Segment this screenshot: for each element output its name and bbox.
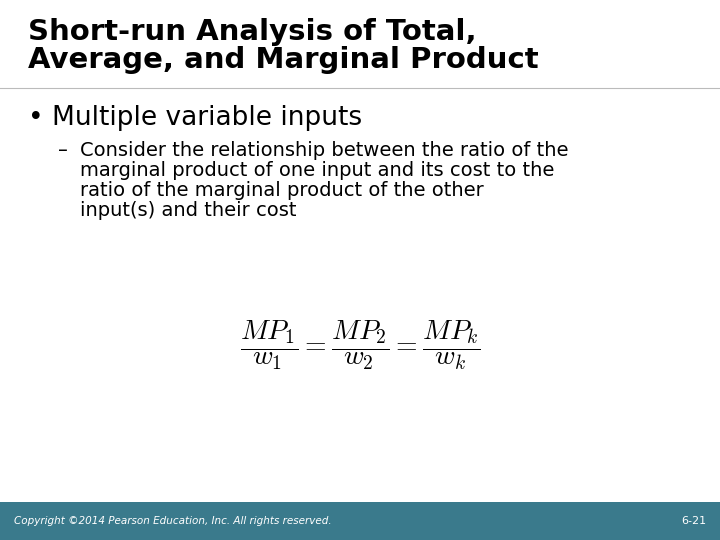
Text: 6-21: 6-21 [681, 516, 706, 526]
Text: •: • [28, 105, 44, 131]
Text: Multiple variable inputs: Multiple variable inputs [52, 105, 362, 131]
Text: marginal product of one input and its cost to the: marginal product of one input and its co… [80, 161, 554, 180]
Text: Copyright ©2014 Pearson Education, Inc. All rights reserved.: Copyright ©2014 Pearson Education, Inc. … [14, 516, 332, 526]
Text: –: – [58, 141, 68, 160]
Text: ratio of the marginal product of the other: ratio of the marginal product of the oth… [80, 181, 484, 200]
Text: Average, and Marginal Product: Average, and Marginal Product [28, 46, 539, 74]
Text: Short-run Analysis of Total,: Short-run Analysis of Total, [28, 18, 477, 46]
Text: $\dfrac{\mathit{MP}_1}{\mathit{w}_1} = \dfrac{\mathit{MP}_2}{\mathit{w}_2} = \df: $\dfrac{\mathit{MP}_1}{\mathit{w}_1} = \… [240, 319, 480, 372]
Text: Consider the relationship between the ratio of the: Consider the relationship between the ra… [80, 141, 569, 160]
Bar [0, 502, 720, 540]
Text: input(s) and their cost: input(s) and their cost [80, 201, 297, 220]
